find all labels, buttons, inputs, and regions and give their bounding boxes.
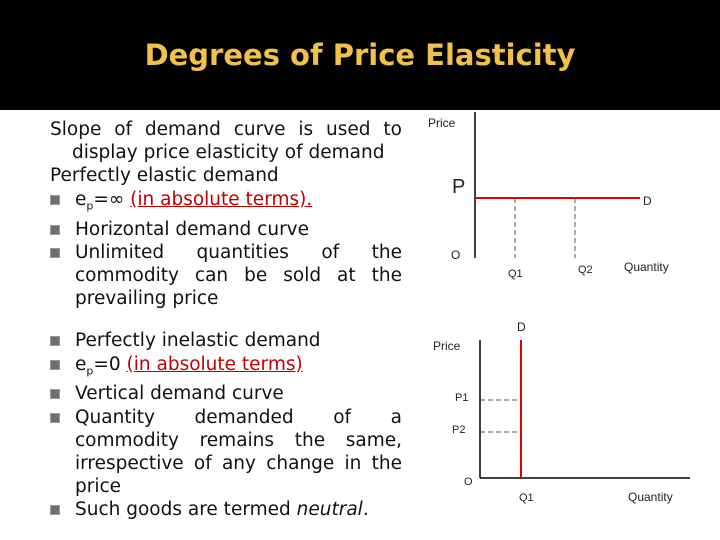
title: Degrees of Price Elasticity	[144, 38, 576, 72]
inelastic-diagram: D Price P1 P2 O Q1 Quantity	[433, 320, 690, 504]
origin-label: O	[451, 248, 460, 262]
subscript: p	[86, 364, 94, 378]
emphasis: neutral	[296, 499, 363, 521]
bullet: Perfectly inelastic demand	[50, 329, 402, 352]
bullet: ep=∞ (in absolute terms).	[50, 188, 402, 218]
quantity-label: Q2	[578, 264, 593, 276]
axis-label: Quantity	[628, 490, 673, 504]
text-column: Slope of demand curve is used to display…	[50, 118, 402, 522]
elastic-diagram: Price P D O Q1 Q2 Quantity	[428, 112, 669, 280]
bullet-text: Quantity demanded of a commodity remains…	[75, 406, 402, 498]
bullet-list: Perfectly inelastic demand ep=0 (in abso…	[50, 329, 402, 521]
heading: Perfectly elastic demand	[50, 165, 279, 187]
axis-label: Price	[428, 116, 456, 130]
bullet-text: Vertical demand curve	[75, 383, 284, 405]
header: Degrees of Price Elasticity	[0, 0, 720, 110]
bullet-list: ep=∞ (in absolute terms). Horizontal dem…	[50, 188, 402, 311]
bullet-marker	[50, 194, 60, 205]
relation: =0	[93, 353, 127, 375]
bullet: Horizontal demand curve	[50, 218, 402, 241]
price-label: P1	[455, 392, 468, 404]
symbol: e	[75, 353, 87, 375]
bullet-marker	[50, 389, 60, 400]
bullet-text: Horizontal demand curve	[75, 218, 310, 240]
intro: Slope of demand curve is used to display…	[50, 119, 402, 164]
note: (in absolute terms).	[130, 188, 313, 210]
bullet: Quantity demanded of a commodity remains…	[50, 406, 402, 499]
bullet: Unlimited quantities of the commodity ca…	[50, 241, 402, 311]
symbol: e	[75, 188, 87, 210]
curve-label: D	[517, 320, 526, 334]
bullet-text: Unlimited quantities of the commodity ca…	[75, 241, 402, 310]
bullet-marker	[50, 336, 60, 347]
bullet-marker	[50, 224, 60, 235]
curve-label: D	[643, 194, 652, 208]
quantity-label: Q1	[519, 492, 534, 504]
bullet-marker	[50, 505, 60, 516]
relation: =∞	[93, 188, 131, 210]
bullet-marker	[50, 247, 60, 258]
price-label: P	[452, 176, 465, 198]
bullet: Vertical demand curve	[50, 382, 402, 405]
note: (in absolute terms)	[126, 353, 303, 375]
bullet: ep=0 (in absolute terms)	[50, 353, 402, 383]
bullet-text: Perfectly inelastic demand	[75, 330, 321, 352]
axis-label: Price	[433, 339, 461, 353]
origin-label: O	[464, 476, 473, 488]
bullet-marker	[50, 359, 60, 370]
axis-label: Quantity	[624, 260, 669, 274]
bullet-text: Such goods are termed	[75, 499, 297, 521]
bullet-marker	[50, 412, 60, 423]
bullet: Such goods are termed neutral.	[50, 498, 402, 521]
price-label: P2	[452, 424, 465, 436]
subscript: p	[86, 199, 94, 213]
bullet-text: .	[362, 499, 369, 521]
quantity-label: Q1	[508, 268, 523, 280]
